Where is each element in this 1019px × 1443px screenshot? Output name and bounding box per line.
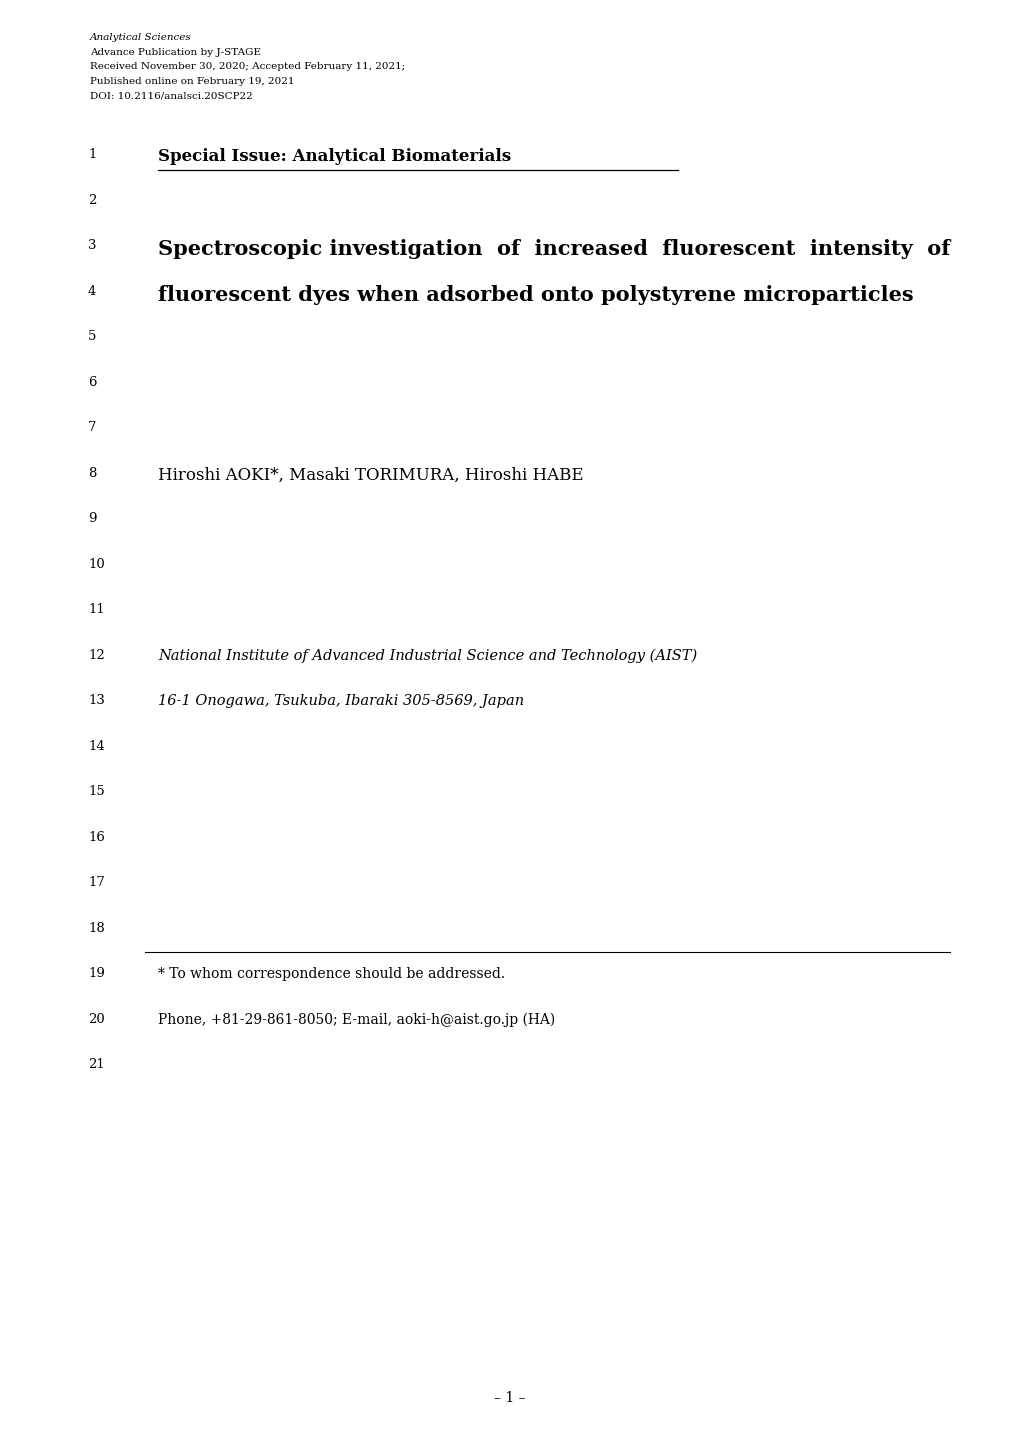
- Text: 11: 11: [88, 603, 105, 616]
- Text: Received November 30, 2020; Accepted February 11, 2021;: Received November 30, 2020; Accepted Feb…: [90, 62, 405, 71]
- Text: 6: 6: [88, 375, 97, 388]
- Text: 3: 3: [88, 240, 97, 253]
- Text: 12: 12: [88, 648, 105, 661]
- Text: 14: 14: [88, 739, 105, 752]
- Text: Spectroscopic investigation  of  increased  fluorescent  intensity  of: Spectroscopic investigation of increased…: [158, 240, 950, 258]
- Text: Analytical Sciences: Analytical Sciences: [90, 33, 192, 42]
- Text: Phone, +81-29-861-8050; E-mail, aoki-h@aist.go.jp (HA): Phone, +81-29-861-8050; E-mail, aoki-h@a…: [158, 1013, 554, 1027]
- Text: 4: 4: [88, 284, 96, 297]
- Text: DOI: 10.2116/analsci.20SCP22: DOI: 10.2116/analsci.20SCP22: [90, 91, 253, 100]
- Text: 2: 2: [88, 193, 96, 206]
- Text: Hiroshi AOKI*, Masaki TORIMURA, Hiroshi HABE: Hiroshi AOKI*, Masaki TORIMURA, Hiroshi …: [158, 466, 583, 483]
- Text: 8: 8: [88, 466, 96, 479]
- Text: Advance Publication by J-STAGE: Advance Publication by J-STAGE: [90, 48, 261, 56]
- Text: 15: 15: [88, 785, 105, 798]
- Text: 5: 5: [88, 330, 96, 343]
- Text: 13: 13: [88, 694, 105, 707]
- Text: 18: 18: [88, 922, 105, 935]
- Text: 17: 17: [88, 876, 105, 889]
- Text: 20: 20: [88, 1013, 105, 1026]
- Text: 16: 16: [88, 831, 105, 844]
- Text: – 1 –: – 1 –: [493, 1391, 526, 1405]
- Text: 7: 7: [88, 421, 97, 434]
- Text: 19: 19: [88, 967, 105, 980]
- Text: fluorescent dyes when adsorbed onto polystyrene microparticles: fluorescent dyes when adsorbed onto poly…: [158, 284, 913, 304]
- Text: 9: 9: [88, 512, 97, 525]
- Text: 1: 1: [88, 149, 96, 162]
- Text: Published online on February 19, 2021: Published online on February 19, 2021: [90, 76, 294, 85]
- Text: 16-1 Onogawa, Tsukuba, Ibaraki 305-8569, Japan: 16-1 Onogawa, Tsukuba, Ibaraki 305-8569,…: [158, 694, 524, 709]
- Text: National Institute of Advanced Industrial Science and Technology (AIST): National Institute of Advanced Industria…: [158, 648, 697, 662]
- Text: * To whom correspondence should be addressed.: * To whom correspondence should be addre…: [158, 967, 504, 981]
- Text: 10: 10: [88, 557, 105, 570]
- Text: 21: 21: [88, 1058, 105, 1071]
- Text: Special Issue: Analytical Biomaterials: Special Issue: Analytical Biomaterials: [158, 149, 511, 165]
